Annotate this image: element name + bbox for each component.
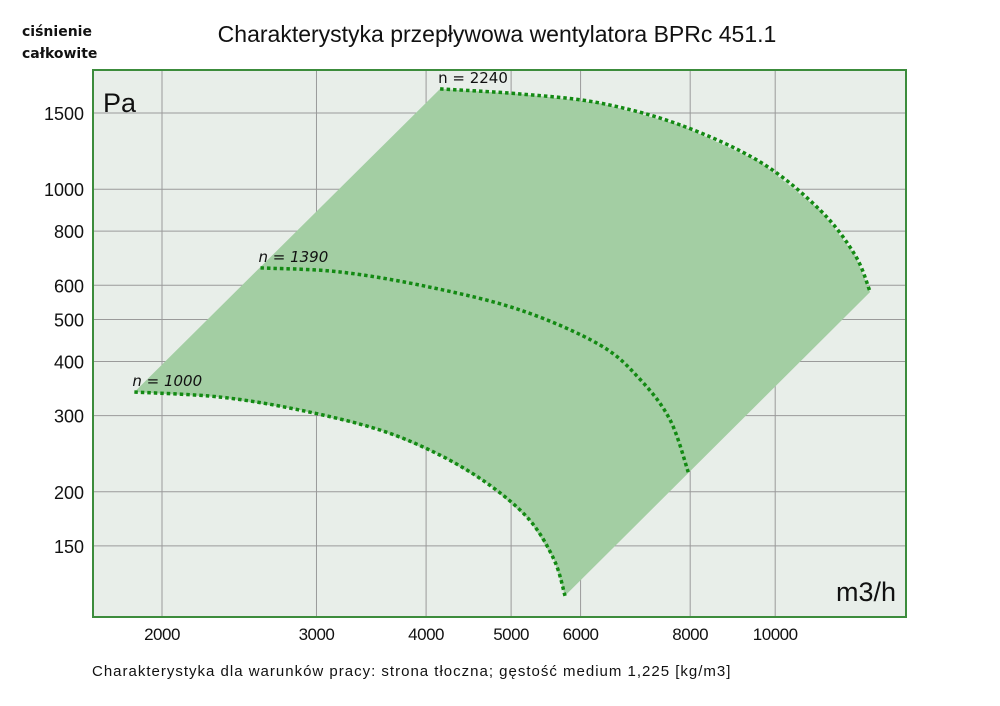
x-tick-label: 10000 (753, 625, 798, 644)
y-axis-title-line1: ciśnienie (22, 24, 92, 40)
y-tick-label: 200 (54, 483, 84, 503)
speed-curve-label: n = 2240 (438, 69, 508, 87)
footnote: Charakterystyka dla warunków pracy: stro… (92, 663, 731, 680)
x-tick-label: 2000 (144, 625, 180, 644)
y-tick-label: 1000 (44, 180, 84, 200)
y-unit-label: Pa (103, 88, 137, 118)
x-unit-label: m3/h (836, 577, 896, 607)
y-tick-label: 1500 (44, 104, 84, 124)
y-tick-label: 400 (54, 352, 84, 372)
y-tick-label: 600 (54, 276, 84, 296)
y-tick-label: 150 (54, 537, 84, 557)
x-tick-label: 5000 (493, 625, 529, 644)
x-tick-label: 8000 (672, 625, 708, 644)
speed-curve-2240 (440, 87, 872, 293)
y-tick-label: 800 (54, 222, 84, 242)
speed-curve-label: n = 1000 (132, 372, 202, 390)
x-tick-label: 4000 (408, 625, 444, 644)
operating-area (134, 88, 871, 596)
speed-curve-label: n = 1390 (258, 248, 328, 266)
y-tick-label: 500 (54, 311, 84, 331)
chart-title: Charakterystyka przepływowa wentylatora … (218, 21, 777, 47)
plot-frame (92, 69, 907, 618)
speed-curve-1000 (134, 390, 567, 597)
y-tick-label: 300 (54, 407, 84, 427)
x-tick-label: 6000 (563, 625, 599, 644)
speed-curve-1390 (260, 266, 690, 473)
y-axis-title-line2: całkowite (22, 46, 97, 62)
x-tick-label: 3000 (299, 625, 335, 644)
